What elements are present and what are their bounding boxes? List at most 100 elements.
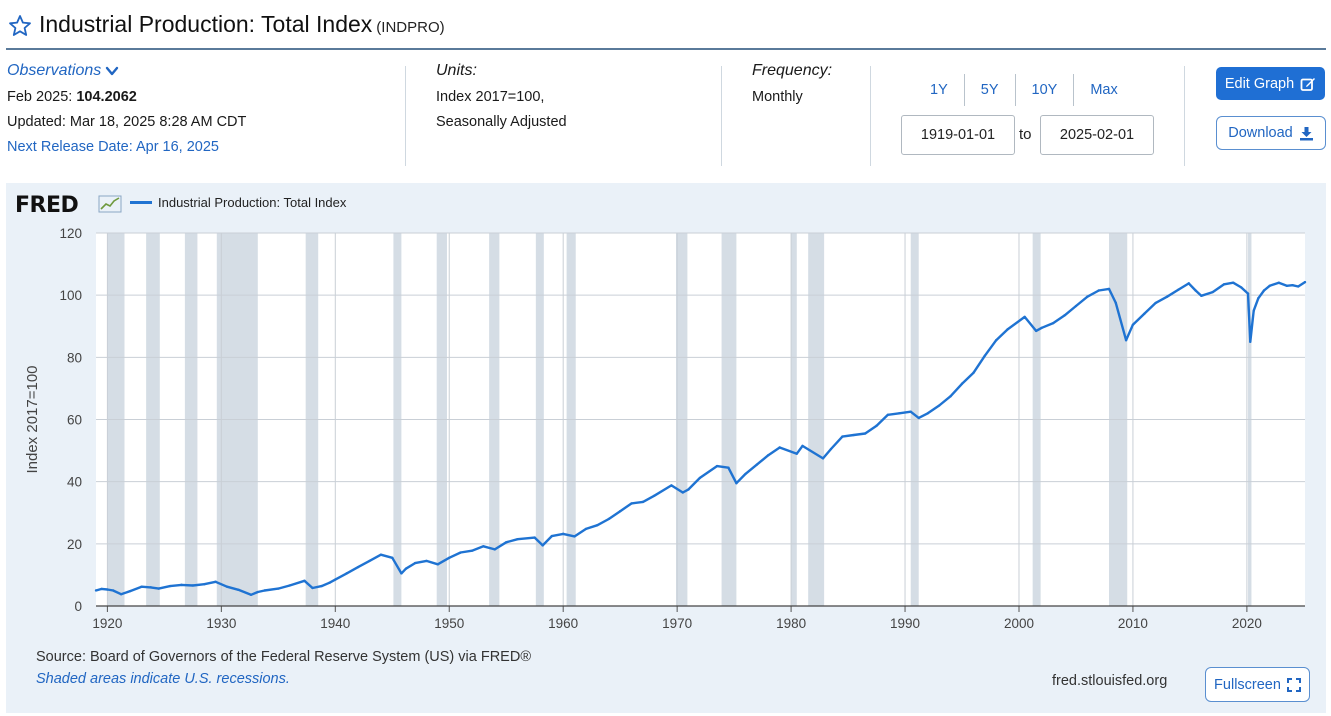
data-point	[744, 472, 747, 476]
data-point	[493, 548, 497, 551]
source-text: Source: Board of Governors of the Federa…	[36, 649, 532, 665]
data-point	[425, 559, 428, 563]
observations-label: Observations	[7, 62, 102, 79]
data-point	[541, 544, 544, 547]
data-point	[482, 545, 485, 548]
x-tick-label: 1930	[206, 616, 236, 631]
data-point	[596, 523, 599, 527]
data-point	[168, 584, 172, 588]
x-tick-label: 1970	[662, 616, 692, 631]
data-point	[1063, 314, 1066, 317]
divider	[870, 66, 871, 166]
series-line	[95, 281, 1306, 596]
title-bar: Industrial Production: Total Index (INDPR…	[6, 8, 1326, 50]
data-point	[1034, 329, 1038, 333]
data-point	[470, 549, 474, 552]
data-point	[1165, 295, 1169, 298]
data-point	[180, 583, 183, 587]
edit-graph-button[interactable]: Edit Graph	[1216, 67, 1325, 100]
data-point	[379, 553, 383, 556]
data-point	[100, 587, 103, 591]
data-point	[1124, 339, 1128, 342]
range-button-group: 1Y 5Y 10Y Max	[914, 74, 1134, 106]
star-icon[interactable]	[8, 14, 32, 38]
site-url[interactable]: fred.stlouisfed.org	[1052, 673, 1168, 689]
data-point	[1194, 289, 1197, 292]
divider	[1184, 66, 1185, 166]
y-tick-label: 80	[67, 350, 82, 365]
data-point	[249, 593, 253, 597]
y-tick-label: 20	[67, 537, 82, 552]
recession-note: Shaded areas indicate U.S. recessions.	[36, 671, 290, 687]
units-label: Units:	[436, 62, 477, 79]
data-point	[256, 590, 260, 594]
data-point	[960, 382, 964, 385]
data-point	[237, 588, 240, 592]
y-tick-label: 100	[59, 288, 82, 303]
data-point	[875, 424, 878, 427]
data-point	[288, 584, 291, 587]
data-point	[1291, 284, 1294, 287]
next-release-link[interactable]: Next Release Date: Apr 16, 2025	[7, 139, 219, 155]
x-tick-label: 2020	[1232, 616, 1262, 631]
data-point	[886, 413, 890, 417]
data-point	[926, 412, 930, 415]
fullscreen-icon	[1286, 677, 1301, 692]
data-point	[277, 587, 280, 590]
data-point	[320, 584, 323, 588]
start-date-input[interactable]: 1919-01-01	[901, 115, 1015, 155]
range-5y-button[interactable]: 5Y	[963, 74, 1015, 106]
data-point	[345, 572, 348, 575]
data-point	[404, 567, 408, 570]
range-max-button[interactable]: Max	[1073, 74, 1133, 106]
data-point	[1086, 295, 1089, 298]
data-point	[863, 432, 867, 435]
download-button[interactable]: Download	[1216, 116, 1326, 150]
data-point	[801, 444, 804, 448]
data-point	[698, 476, 702, 480]
frequency-label: Frequency:	[752, 62, 833, 79]
end-date-input[interactable]: 2025-02-01	[1040, 115, 1154, 155]
fred-logo: FRED	[15, 193, 79, 218]
data-point	[303, 579, 306, 583]
data-point	[829, 447, 833, 451]
data-point	[505, 541, 508, 544]
data-point	[1023, 315, 1026, 319]
data-point	[1187, 282, 1190, 285]
x-tick-label: 1920	[92, 616, 122, 631]
data-point	[1252, 309, 1255, 312]
line-chart[interactable]: 0 20 40 60 80 100 120 1920 1930 1940 1950 1960 1970 1…	[6, 183, 1326, 643]
data-point	[972, 371, 975, 375]
x-tick-label: 1940	[320, 616, 350, 631]
y-axis-label: Index 2017=100	[24, 365, 41, 473]
data-point	[681, 491, 685, 494]
data-point	[1268, 284, 1271, 288]
data-point	[1154, 301, 1157, 305]
x-tick-label: 1950	[434, 616, 464, 631]
data-point	[994, 339, 998, 342]
latest-observation: Feb 2025: 104.2062	[7, 89, 246, 105]
data-point	[795, 452, 798, 455]
data-point	[516, 537, 519, 541]
fullscreen-button[interactable]: Fullscreen	[1205, 667, 1310, 702]
data-point	[111, 589, 115, 592]
units-panel: Units: Index 2017=100, Seasonally Adjust…	[436, 62, 567, 172]
data-point	[334, 578, 337, 581]
data-point	[203, 583, 206, 586]
data-point	[400, 572, 403, 575]
data-point	[561, 532, 565, 536]
data-point	[715, 464, 719, 468]
data-point	[573, 535, 576, 538]
range-1y-button[interactable]: 1Y	[930, 82, 948, 98]
date-to-label: to	[1019, 126, 1032, 143]
observations-dropdown[interactable]: Observations	[7, 62, 119, 80]
data-point	[1285, 284, 1288, 288]
data-point	[128, 589, 132, 593]
divider	[405, 66, 406, 166]
data-point	[1114, 301, 1118, 305]
data-point	[191, 584, 195, 587]
range-10y-button[interactable]: 10Y	[1014, 74, 1074, 106]
x-tick-label: 1980	[776, 616, 806, 631]
edit-icon	[1300, 77, 1316, 91]
legend-label: Industrial Production: Total Index	[158, 195, 347, 210]
